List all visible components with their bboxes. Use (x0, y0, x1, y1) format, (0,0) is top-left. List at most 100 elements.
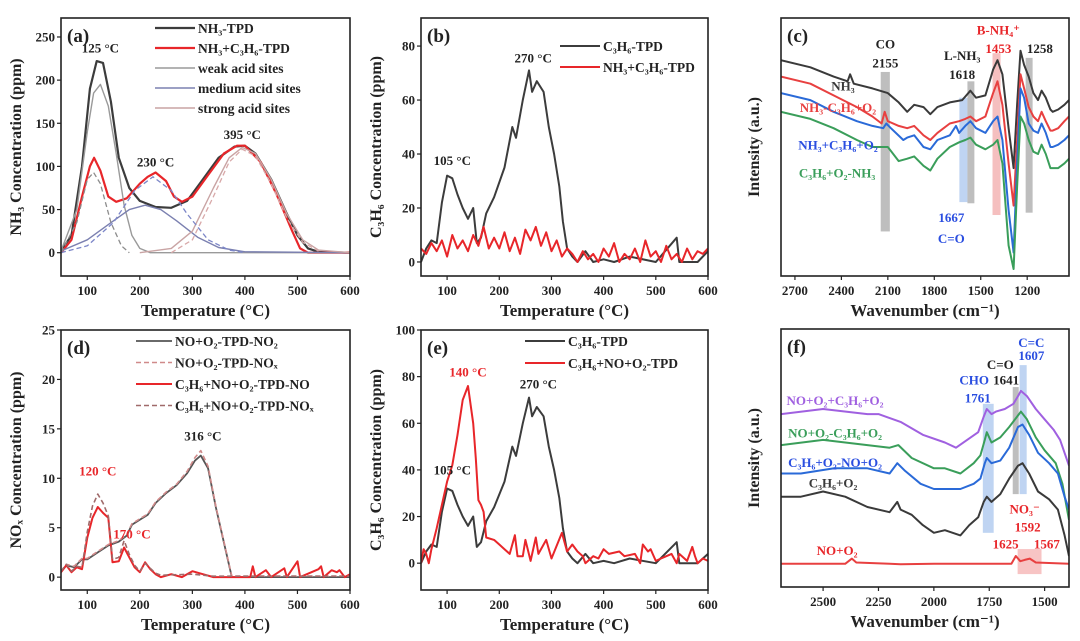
panel-label: (a) (67, 26, 89, 47)
y-axis-label: Intensity (a.u.) (746, 408, 763, 508)
annotation-label: NO₃⁻ (1010, 501, 1040, 516)
highlight-band (959, 97, 968, 203)
x-tick-label: 600 (698, 597, 718, 612)
series-line (61, 171, 130, 254)
x-tick-label: 200 (490, 597, 510, 612)
plot-frame (420, 17, 709, 277)
y-tick-label: 250 (36, 29, 56, 44)
annotation-label: CO (876, 36, 896, 51)
series-line (421, 69, 708, 263)
highlight-band (1019, 365, 1027, 495)
series-line (781, 110, 1069, 270)
x-tick-label: 400 (594, 283, 614, 298)
series-line (139, 146, 350, 254)
x-tick-label: 300 (542, 597, 562, 612)
annotation-label: 1625 (993, 536, 1020, 551)
x-tick-label: 400 (235, 283, 255, 298)
x-tick-label: 500 (288, 597, 308, 612)
plot-area (61, 449, 350, 579)
legend-entry-label: C₃H₆+NO+O₂-TPD-NOₓ (175, 399, 314, 414)
highlight-band (880, 71, 890, 232)
annotation-label: 316 °C (184, 429, 221, 444)
highlight-band (1012, 387, 1019, 495)
x-tick-label: 300 (183, 283, 203, 298)
highlight-band (992, 53, 1001, 216)
y-tick-label: 20 (402, 509, 415, 524)
y-tick-label: 0 (49, 570, 56, 585)
annotation-label: 105 °C (434, 463, 471, 478)
annotation-label: 2155 (872, 55, 899, 70)
series-line (781, 462, 1069, 557)
legend-entry-label: C₃H₆-TPD (568, 334, 628, 349)
panel-e: 100 200 300 400 500 600 0 20 40 60 80 100 Temperatur… (368, 323, 718, 635)
x-tick-label: 400 (594, 597, 614, 612)
annotation-label: C₃H₆+O₂ (809, 476, 858, 491)
annotation-label: 105 °C (434, 153, 471, 168)
x-tick-label: 2700 (782, 283, 808, 298)
highlight-band (1025, 57, 1033, 213)
x-tick-label: 1500 (1032, 594, 1058, 609)
annotation-label: 140 °C (449, 365, 486, 380)
panel-label: (e) (427, 338, 448, 359)
y-tick-label: 100 (396, 323, 416, 338)
legend: NH₃-TPD NH₃+C₃H₆-TPD weak acid sites medium… (155, 21, 301, 116)
x-tick-label: 1800 (921, 283, 947, 298)
x-tick-label: 300 (183, 597, 203, 612)
plot-frame (420, 329, 709, 591)
y-tick-label: 0 (409, 254, 416, 269)
x-axis-label: Temperature (°C) (500, 615, 629, 634)
y-axis-label: Intensity (a.u.) (746, 97, 763, 197)
x-tick-label: 100 (437, 283, 457, 298)
highlight-band (1017, 549, 1042, 575)
y-tick-label: 20 (402, 200, 415, 215)
y-tick-label: 80 (402, 39, 415, 54)
x-tick-label: 500 (288, 283, 308, 298)
annotation-label: 1567 (1034, 536, 1061, 551)
x-tick-label: 200 (130, 597, 150, 612)
annotation-label: 1641 (993, 372, 1019, 387)
highlight-band (982, 403, 994, 533)
annotation-label: NH₃ (831, 79, 855, 94)
legend-entry-label: C₃H₆-TPD (603, 39, 663, 54)
x-tick-label: 300 (542, 283, 562, 298)
y-tick-label: 60 (402, 93, 415, 108)
plot-area (421, 69, 708, 263)
y-tick-label: 10 (42, 471, 55, 486)
x-tick-label: 2400 (828, 283, 854, 298)
y-axis-label: C₃H₆ Concentration (ppm) (368, 369, 385, 551)
annotation-label: L-NH₃ (944, 48, 981, 63)
annotation-label: 1607 (1018, 348, 1045, 363)
panel-c: 2700 2400 2100 1800 1500 1200 Wavenumber (cm⁻¹… (746, 17, 1070, 320)
annotation-label: C=O (987, 357, 1014, 372)
panel-label: (d) (67, 338, 90, 359)
series-line (61, 449, 350, 578)
x-tick-label: 500 (646, 283, 666, 298)
x-tick-label: 2100 (875, 283, 901, 298)
series-line (781, 389, 1069, 467)
legend-entry-label: NH₃+C₃H₆-TPD (198, 41, 290, 56)
plot-frame (60, 329, 351, 591)
panel-f: 2500 2250 2000 1750 1500 Wavenumber (cm⁻¹) Int… (746, 328, 1070, 631)
x-axis-label: Temperature (°C) (500, 301, 629, 320)
annotation-label: 270 °C (515, 50, 552, 65)
x-tick-label: 1750 (976, 594, 1002, 609)
x-axis-label: Wavenumber (cm⁻¹) (850, 612, 999, 631)
annotation-label: C=O (938, 231, 965, 246)
x-tick-label: 100 (437, 597, 457, 612)
x-tick-label: 200 (130, 283, 150, 298)
y-tick-label: 0 (49, 245, 56, 260)
series-line (61, 83, 350, 254)
series-line (61, 176, 246, 254)
series-line (170, 148, 319, 254)
x-tick-label: 400 (235, 597, 255, 612)
panel-label: (c) (787, 26, 808, 47)
x-axis-label: Temperature (°C) (141, 301, 270, 320)
annotation-label: C₃H₆+O₂-NH₃ (799, 165, 876, 180)
panel-label: (f) (787, 337, 806, 358)
annotation-label: NH₃-C₃H₆+O₂ (800, 100, 877, 115)
y-tick-label: 150 (36, 116, 56, 131)
annotation-label: 230 °C (137, 154, 174, 169)
annotation-label: CHO (959, 372, 989, 387)
legend-entry-label: NH₃+C₃H₆-TPD (603, 60, 695, 75)
x-tick-label: 2000 (921, 594, 947, 609)
